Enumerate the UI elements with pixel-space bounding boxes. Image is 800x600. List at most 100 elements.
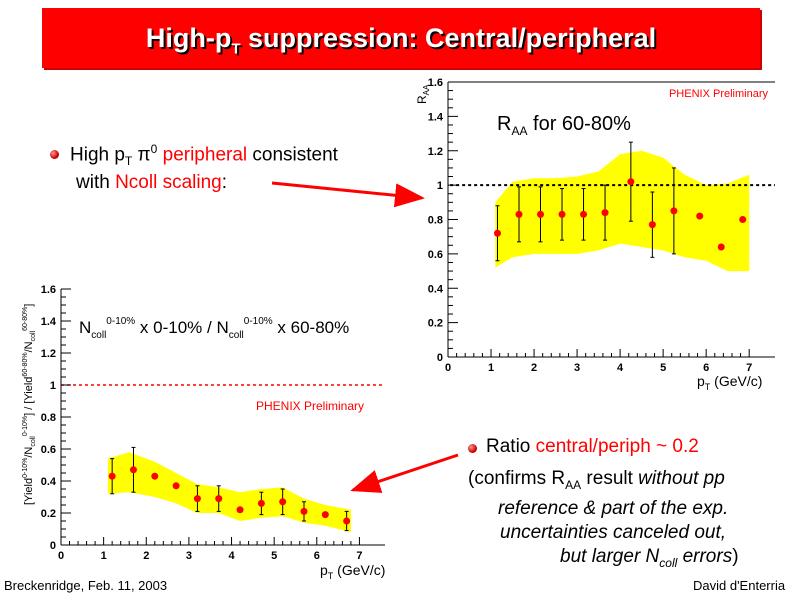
c2-x-tick-label: 2 [143,550,149,562]
b2-l2-a: (confirms R [468,468,566,489]
b1-red: peripheral [157,144,248,166]
c2-data-point [215,495,223,503]
c1-data-point [580,210,588,218]
b1-text-a: High p [70,144,125,166]
c2-x-tick-label: 7 [356,550,362,562]
c2-data-point [129,466,137,474]
c2-x-tick-label: 1 [101,550,107,562]
c2-data-point [300,507,308,515]
c1-axes: 0 1 2 3 4 5 6 7 0 0.2 0.4 0.6 0.8 1 1.2 1.4 1.6 [428,77,775,374]
c1-points [493,141,747,262]
c1-data-point [696,212,704,220]
c2-data-point [236,506,244,514]
chart-raa-peripheral: 0 1 2 3 4 5 6 7 0 0.2 0.4 0.6 0.8 1 1.2 1.4 1.6 PHENIX P… [415,77,775,392]
bullet-marker-2 [468,444,477,453]
c2-xlabel-sub: T [328,571,334,581]
c1-x-tick-label: 1 [488,362,494,374]
c2-y-tick-label: 0.4 [41,476,57,488]
c2-xlabel-main: p [320,562,328,578]
b2-l1-red: central/periph ~ 0.2 [535,436,699,457]
b2-l5-a: but larger N [560,546,660,567]
c2-ann-sup2: 0-10% [244,316,273,327]
c1-xlabel-sub: T [705,382,711,392]
c1-y-zero-label: 0 [437,352,443,364]
b1-l2-a: with [76,172,116,193]
c1-ann-sub: AA [511,124,527,138]
c1-band-group [495,150,750,272]
c1-xlabel: pT (GeV/c) [697,373,762,392]
slide-title: High-pT suppression: Central/peripheral [42,8,760,68]
c2-yl-sub1: coll [30,436,37,447]
c2-yl-sup1: 0-10% [22,458,29,478]
c1-data-point [515,210,523,218]
c2-yl-a: [Yield [23,478,35,505]
c1-systematic-band [495,150,750,272]
c2-y-tick-label: 1.6 [41,284,56,296]
c1-y-tick-label: 0.4 [428,283,444,295]
bullet-1-line-1: High pT π0 peripheral consistent [70,142,338,168]
c1-y-tick-label: 0.6 [428,249,443,261]
c1-data-point [558,210,566,218]
c1-x-tick-label: 7 [746,362,752,374]
title-sub: T [231,40,241,58]
footer-conference: Breckenridge, Feb. 11, 2003 [4,578,168,593]
bullet-2-line-5: but larger Ncoll errors) [560,546,739,570]
c1-y-tick-label: 1.4 [428,111,444,123]
c2-y-tick-label: 1 [50,380,56,392]
c1-y-tick-label: 1 [437,180,443,192]
c2-yl-sub2: coll [30,330,37,341]
c2-xlabel: pT (GeV/c) [320,562,385,581]
c2-data-point [108,472,116,480]
b1-pi: π [132,144,151,166]
c2-yl-e: ] [23,304,35,307]
bullet-marker-1 [50,150,59,159]
c2-systematic-band [107,452,351,533]
c1-y-tick-label: 1.6 [428,77,443,89]
c2-y-tick-label: 0.6 [41,444,56,456]
c2-yl-c: ] / [Yield [23,377,35,416]
title-main: High-p [145,23,232,53]
b2-l1-a: Ratio [486,436,536,457]
c1-ann-b: for 60-80% [527,113,631,135]
c1-data-point [601,209,609,217]
c2-x-tick-label: 4 [228,550,235,562]
bullet-1-line-2: with Ncoll scaling: [76,172,227,194]
c2-y-tick-label: 1.2 [41,348,56,360]
c1-xlabel-main: p [697,373,705,389]
bullet-2-line-3: reference & part of the exp. [498,498,729,519]
c2-data-point [257,499,265,507]
c2-watermark: PHENIX Preliminary [256,399,364,413]
b2-l5-b: errors [677,546,733,567]
c1-data-point [537,210,545,218]
c1-data-point [717,243,725,251]
c2-points [108,446,351,532]
c1-x-tick-label: 2 [531,362,537,374]
c2-y-tick-label: 0.8 [41,412,56,424]
b1-text-b: consistent [247,144,338,166]
c2-ann-c: x 60-80% [273,318,350,337]
b1-l2-b: : [221,172,228,193]
title-rest: suppression: Central/peripheral [240,23,657,53]
c1-data-point [493,229,501,237]
b2-l2-i: without pp [638,468,725,489]
c2-x-tick-label: 6 [314,550,320,562]
c2-data-point [172,482,180,490]
bullet-2-line-2: (confirms RAA result without pp [468,468,725,492]
c2-data-point [343,517,351,525]
c1-data-point [739,216,747,223]
c2-ann-sub1: coll [91,330,106,341]
chart-ratio-central-peripheral: 0 1 2 3 4 5 6 7 0 0.2 0.4 0.6 0.8 1 1.2 1.4 1.6 PHENIX P… [22,284,385,581]
c2-y-zero-label: 0 [50,540,56,552]
b2-l2-b: result [581,468,639,489]
c2-ann-sup1: 0-10% [106,316,135,327]
c1-ylabel-main: R [415,95,429,104]
c1-y-tick-label: 0.2 [428,318,443,330]
c2-yl-sup2: 0-10% [22,416,29,436]
c2-y-tick-label: 0.2 [41,508,56,520]
c2-x-tick-label: 0 [58,550,64,562]
c1-ylabel-sub: AA [422,84,431,95]
c1-y-tick-label: 1.2 [428,146,443,158]
c2-annotation: Ncoll0-10% x 0-10% / Ncoll0-10% x 60-80% [79,316,349,341]
bullet-2-line-1: Ratio central/periph ~ 0.2 [486,436,699,458]
c1-watermark: PHENIX Preliminary [669,88,769,100]
